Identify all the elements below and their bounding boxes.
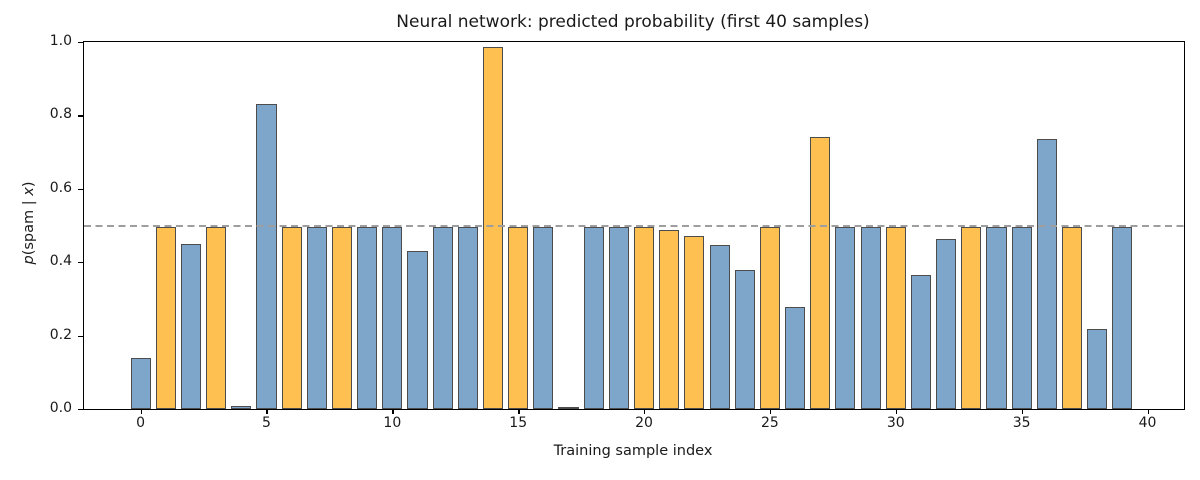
bar-sample-38 xyxy=(1087,329,1108,409)
bar-sample-2 xyxy=(180,243,202,409)
bar-sample-23 xyxy=(709,244,730,409)
y-axis-label-text: (spam | xyxy=(21,195,37,256)
bar-sample-22 xyxy=(684,235,705,409)
x-tick-label-35: 35 xyxy=(1012,415,1031,431)
bar-sample-13 xyxy=(457,227,478,409)
bar-sample-10 xyxy=(382,227,403,409)
x-tick-mark-0 xyxy=(140,409,142,414)
x-tick-mark-5 xyxy=(266,409,268,414)
y-tick-label-1.0: 1.0 xyxy=(49,33,72,49)
bar-sample-34 xyxy=(986,227,1007,409)
bar-sample-8 xyxy=(331,227,353,409)
x-tick-mark-35 xyxy=(1021,409,1023,414)
y-axis-label: p(spam | x) xyxy=(21,153,37,293)
x-tick-label-0: 0 xyxy=(136,415,146,431)
y-tick-mark-0.6 xyxy=(78,188,83,191)
bar-sample-3 xyxy=(206,227,227,409)
x-tick-label-15: 15 xyxy=(509,415,528,431)
bar-sample-33 xyxy=(961,227,982,409)
x-tick-label-25: 25 xyxy=(761,415,779,431)
y-tick-mark-1.0 xyxy=(78,42,83,44)
x-tick-label-30: 30 xyxy=(886,415,905,431)
y-tick-label-0.2: 0.2 xyxy=(49,326,72,343)
bar-sample-24 xyxy=(734,269,755,409)
bar-sample-21 xyxy=(659,229,680,409)
x-tick-mark-20 xyxy=(644,409,646,414)
bar-sample-1 xyxy=(155,227,176,409)
x-tick-mark-25 xyxy=(769,409,772,414)
bar-sample-35 xyxy=(1011,227,1032,409)
bar-sample-27 xyxy=(810,137,831,409)
bar-sample-9 xyxy=(357,227,378,409)
bar-sample-11 xyxy=(407,251,428,409)
x-tick-label-10: 10 xyxy=(383,415,402,431)
bar-sample-37 xyxy=(1061,227,1083,409)
bar-sample-7 xyxy=(306,227,327,409)
bar-sample-14 xyxy=(482,47,504,409)
bar-sample-32 xyxy=(936,239,957,409)
decision-threshold-line xyxy=(84,224,1184,227)
x-axis-label: Training sample index xyxy=(553,443,713,459)
x-tick-label-5: 5 xyxy=(262,415,271,431)
bar-sample-25 xyxy=(759,227,780,409)
bar-sample-17 xyxy=(558,407,579,409)
x-tick-mark-30 xyxy=(895,409,898,414)
bar-sample-28 xyxy=(835,227,856,409)
x-tick-label-40: 40 xyxy=(1138,415,1157,431)
plot-area xyxy=(83,41,1185,410)
x-tick-mark-10 xyxy=(392,409,394,414)
x-tick-mark-15 xyxy=(518,409,520,414)
y-tick-label-0.8: 0.8 xyxy=(49,106,72,123)
bar-sample-6 xyxy=(281,227,302,409)
bar-sample-19 xyxy=(608,227,629,409)
bar-sample-16 xyxy=(533,227,554,409)
bar-sample-29 xyxy=(860,227,881,409)
bar-sample-30 xyxy=(885,227,906,409)
bar-sample-26 xyxy=(785,307,806,409)
x-tick-label-20: 20 xyxy=(635,415,653,431)
y-tick-label-0.6: 0.6 xyxy=(49,179,72,196)
bar-sample-0 xyxy=(130,357,151,409)
bar-sample-5 xyxy=(256,103,277,409)
bar-sample-12 xyxy=(432,227,453,409)
bar-sample-36 xyxy=(1036,138,1057,409)
bar-sample-31 xyxy=(910,275,931,409)
chart-title: Neural network: predicted probability (f… xyxy=(396,12,870,32)
y-tick-mark-0.8 xyxy=(78,115,83,117)
bar-sample-18 xyxy=(583,227,604,409)
bar-sample-4 xyxy=(231,406,252,409)
bar-sample-20 xyxy=(634,227,655,409)
y-tick-label-0.4: 0.4 xyxy=(49,253,72,270)
x-tick-mark-40 xyxy=(1147,409,1149,414)
y-tick-mark-0.4 xyxy=(78,262,83,264)
bar-sample-39 xyxy=(1112,227,1133,409)
y-tick-mark-0.2 xyxy=(78,335,83,337)
y-tick-label-0.0: 0.0 xyxy=(49,400,72,416)
bar-sample-15 xyxy=(508,227,529,409)
y-tick-mark-0.0 xyxy=(78,409,83,411)
